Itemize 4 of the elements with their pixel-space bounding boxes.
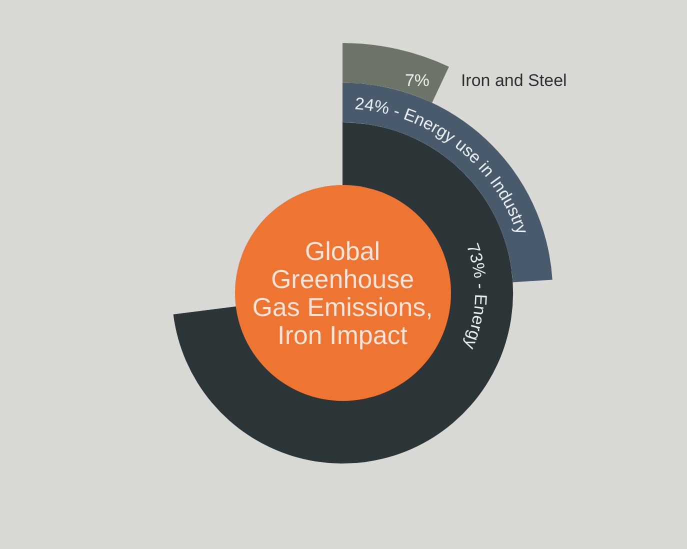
data-label: 24% - bbox=[354, 94, 402, 122]
category-label: Iron and Steel bbox=[460, 71, 567, 90]
text: Global Greenhouse Gas Emissions, Iron Impact bbox=[251, 236, 434, 350]
data-label: 7% bbox=[404, 71, 430, 90]
